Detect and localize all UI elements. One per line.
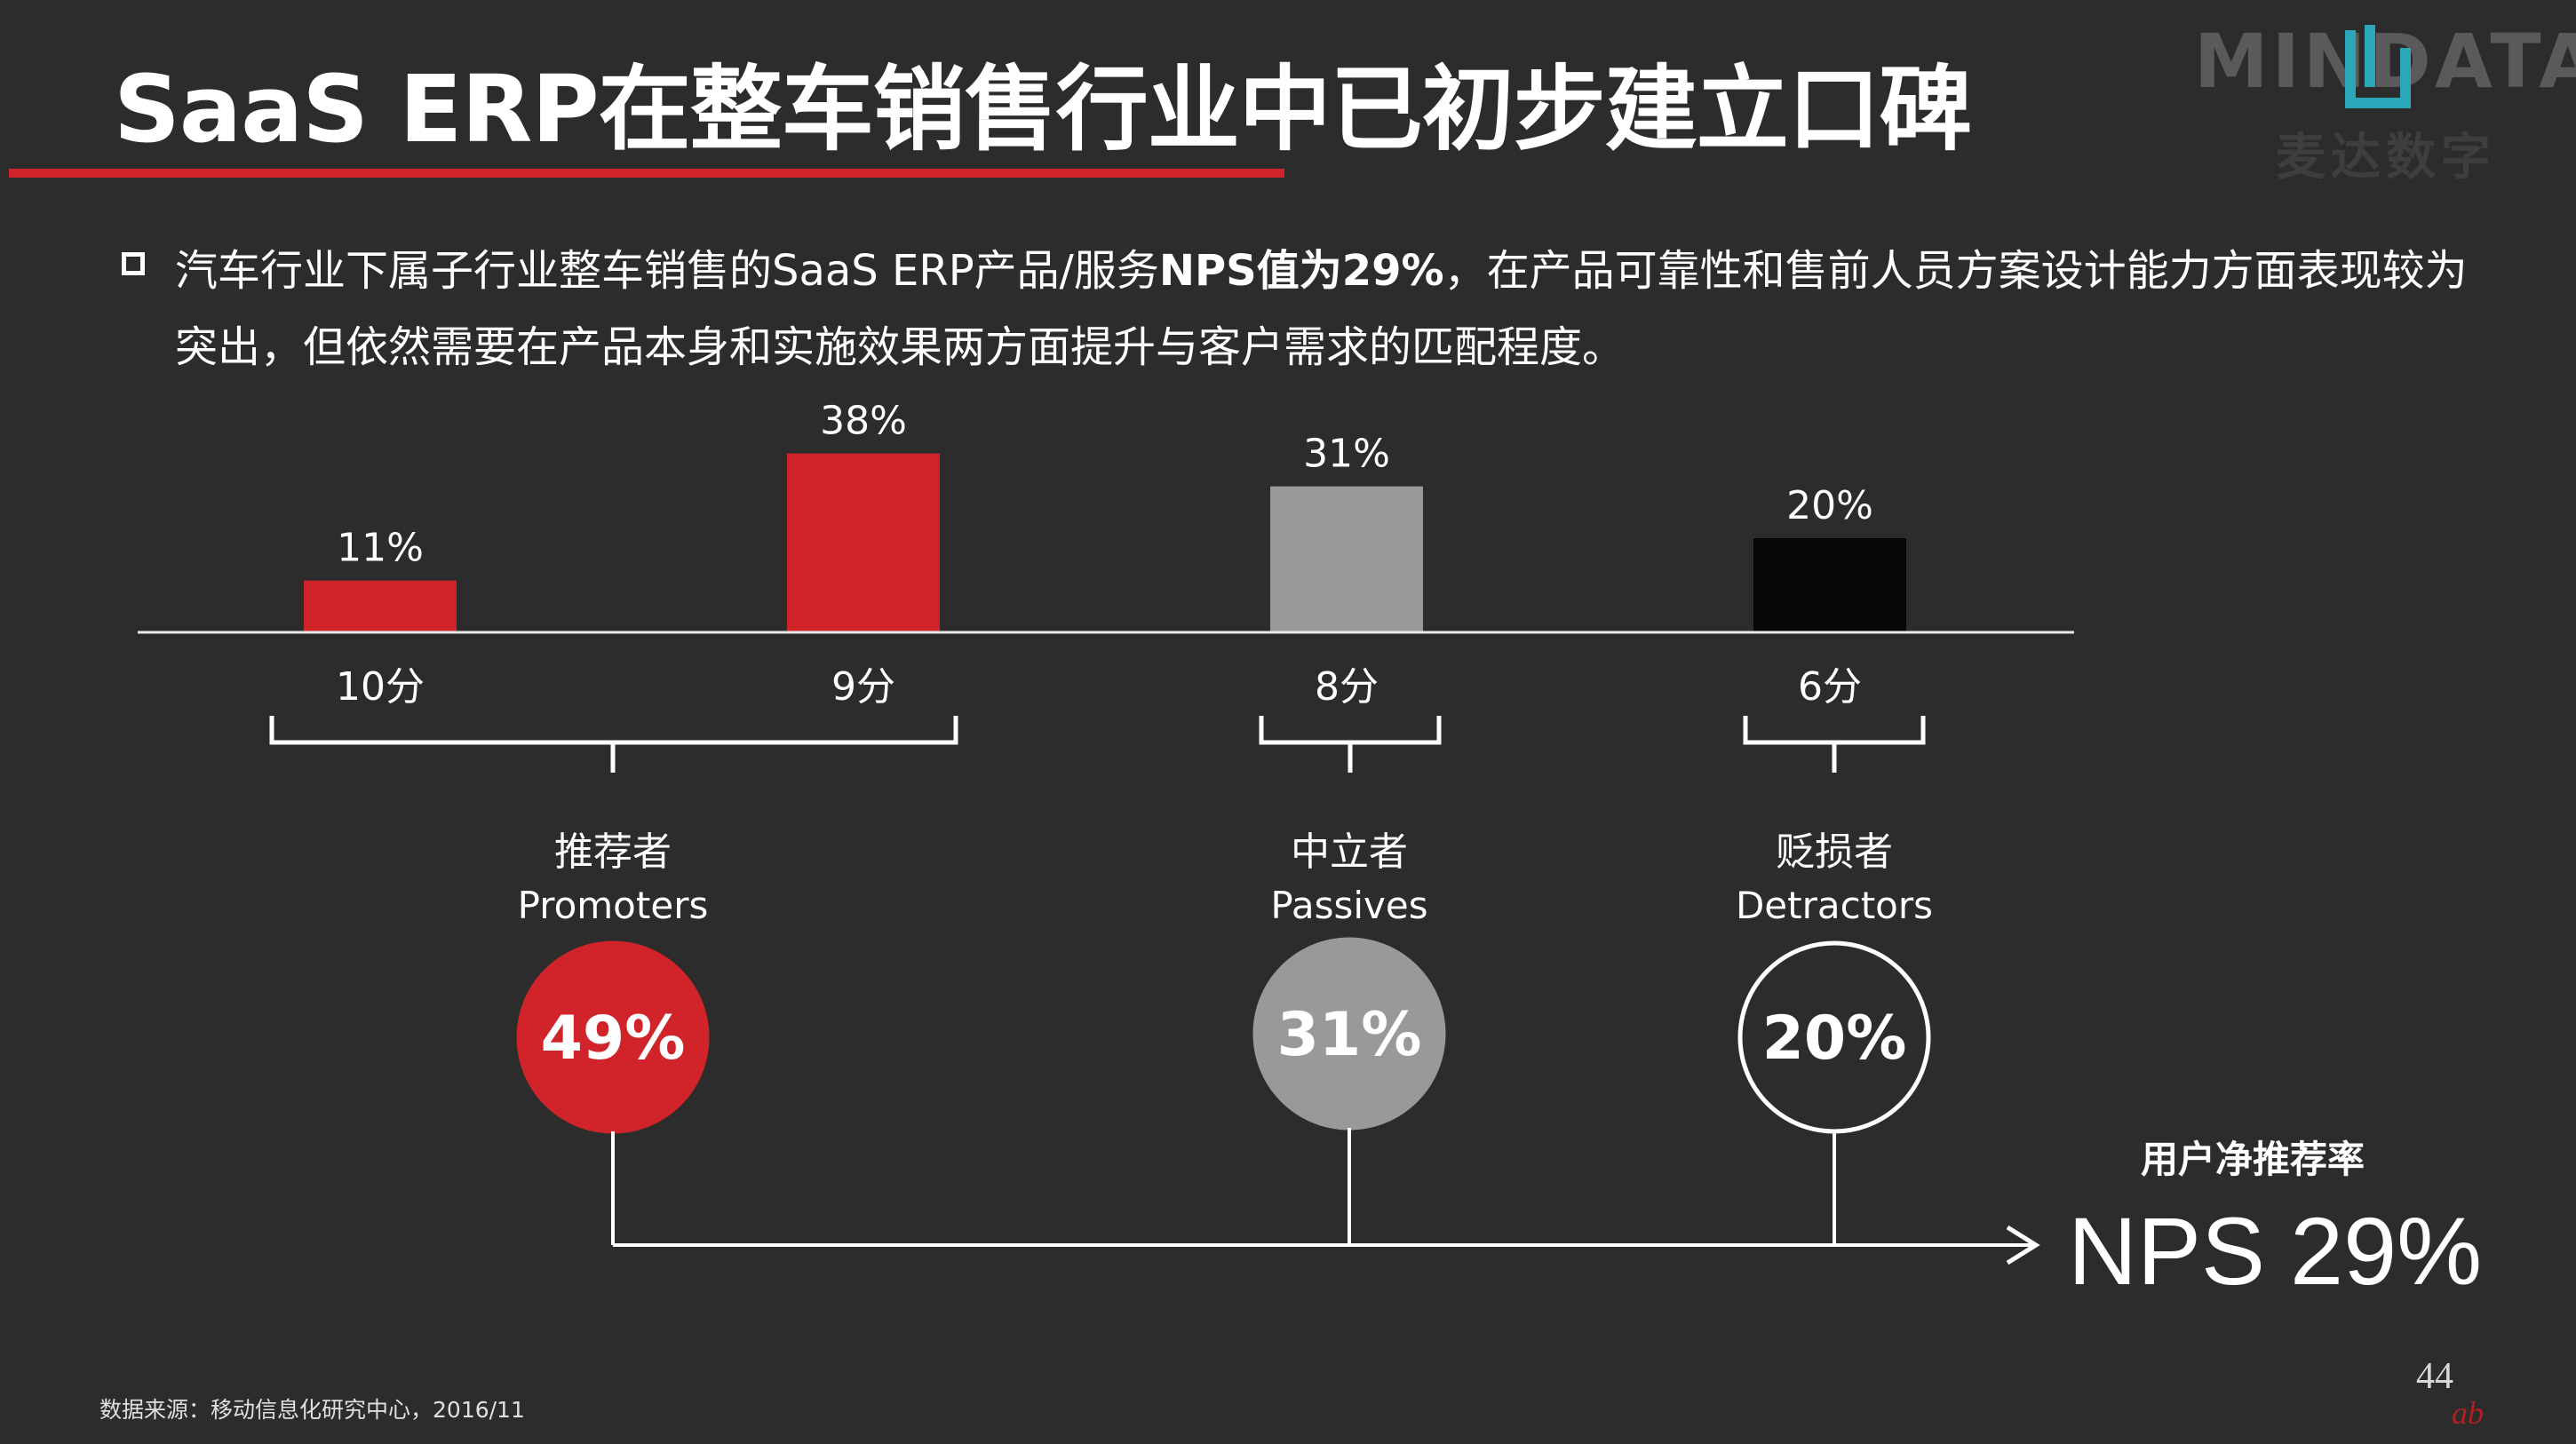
bar [304,580,457,632]
category-tick-label: 6分 [1798,664,1862,710]
corner-logo: ab [2452,1395,2484,1431]
arrow-head-icon [2006,1225,2040,1265]
nps-caption: 用户净推荐率 [2141,1138,2365,1181]
group-label-en: Promoters [518,884,709,927]
bar-value-label: 38% [820,399,907,444]
nps-label: NPS [2068,1197,2266,1305]
bar-value-label: 11% [337,526,424,571]
group-share-value: 20% [1762,1004,1907,1074]
category-tick-label: 10分 [336,664,425,710]
page-number: 44 [2416,1356,2453,1397]
bar [1753,538,1906,632]
group-share-value: 31% [1277,1000,1422,1070]
group-label-zh: 中立者 [1291,829,1408,875]
summary-part2: ，在产品可靠性和售前人员方案设计能力方面表现较为突出，但依然需要在产品本身和实施… [175,246,2468,372]
brand-logo-mark-icon [2345,25,2411,108]
brand-logo: MINDATA 麦达数字 [2194,18,2576,186]
bar [1270,486,1423,632]
title-underline [9,169,1284,178]
group-label-en: Detractors [1736,884,1933,927]
group-label-zh: 推荐者 [554,829,672,875]
bar-value-label: 31% [1303,432,1390,477]
group-brace [1259,716,1442,773]
brand-logo-subtitle: 麦达数字 [2276,129,2496,186]
brand-logo-text: MINDATA [2194,18,2576,105]
group-share-value: 49% [541,1004,686,1074]
group-brace [269,716,958,773]
summary-highlight: NPS值为29% [1158,246,1444,296]
category-tick-label: 9分 [831,664,895,710]
group-brace [1743,716,1926,773]
bar [787,453,940,632]
summary-text: 汽车行业下属子行业整车销售的SaaS ERP产品/服务NPS值为29%，在产品可… [175,233,2485,385]
summary-part1: 汽车行业下属子行业整车销售的SaaS ERP产品/服务 [175,246,1159,296]
bullet-marker [122,252,145,275]
bar-value-label: 20% [1786,483,1873,528]
nps-value: 29% [2290,1197,2483,1305]
group-label-en: Passives [1270,884,1427,927]
data-source: 数据来源：移动信息化研究中心，2016/11 [99,1397,525,1423]
category-tick-label: 8分 [1315,664,1379,710]
group-label-zh: 贬损者 [1776,829,1893,875]
page-title: SaaS ERP在整车销售行业中已初步建立口碑 [114,55,1972,163]
